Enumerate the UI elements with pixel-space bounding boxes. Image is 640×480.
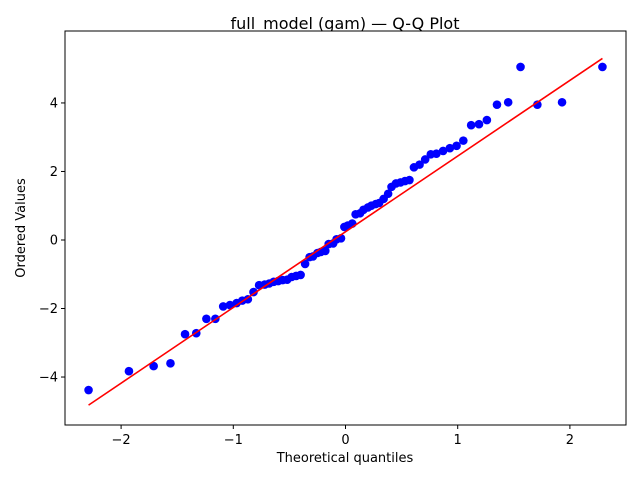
data-point [166,359,175,368]
data-point [503,97,513,107]
data-point [432,149,441,158]
x-axis-ticks: −2 −1 0 1 2 [112,425,574,448]
y-tick-label: −2 [39,302,58,317]
data-point [202,314,211,324]
data-point [445,143,455,153]
data-point [180,329,190,339]
x-tick-label: −1 [224,433,243,448]
y-tick-label: 2 [50,165,58,180]
data-point [533,100,542,109]
data-point [249,287,258,297]
data-point [466,120,476,130]
data-point [225,300,235,310]
y-axis-label: Ordered Values [14,178,29,278]
data-point [124,366,134,376]
data-point [383,189,393,199]
plot-marks [84,57,607,406]
x-tick-label: −2 [112,433,131,448]
y-axis-ticks: −4 −2 0 2 4 [39,96,65,386]
data-point [438,146,448,156]
data-point [482,115,492,125]
x-tick-label: 0 [341,433,349,448]
y-tick-label: 0 [50,233,58,248]
data-point [296,270,305,280]
data-point [84,385,93,395]
data-point [420,155,430,164]
data-point [557,97,567,107]
data-point [405,175,414,185]
data-point [459,136,468,145]
x-tick-label: 1 [454,433,462,448]
x-axis-label: Theoretical quantiles [276,451,414,466]
chart-title: full_model (gam) — Q-Q Plot [230,14,459,34]
data-point [452,141,461,151]
y-tick-label: 4 [50,96,58,111]
data-point [415,160,424,169]
data-point [474,119,484,129]
data-point [300,259,310,269]
y-tick-label: −4 [39,371,58,386]
data-point [218,302,228,311]
data-point [516,62,525,72]
fit-line [88,57,603,406]
x-tick-label: 2 [566,433,574,448]
data-point [149,361,158,371]
data-point [321,246,330,256]
data-point [598,62,607,72]
data-point [492,100,502,109]
